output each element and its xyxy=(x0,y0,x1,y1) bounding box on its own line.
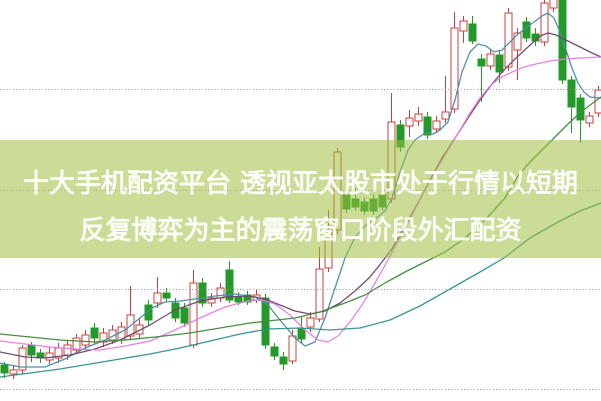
headline-band xyxy=(0,140,601,258)
ma-mid-purple xyxy=(0,32,601,359)
ma-magenta xyxy=(0,56,601,351)
headline-line1: 十大手机配资平台 透视亚太股市处于行情以短期 xyxy=(23,168,578,199)
headline-line2: 反复博弈为主的震荡窗口阶段外汇配资 xyxy=(79,215,521,246)
